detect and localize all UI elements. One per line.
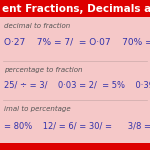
Text: = 80%    12/ = 6/ = 30/ =      3/8 =: = 80% 12/ = 6/ = 30/ = 3/8 = — [4, 122, 150, 130]
Bar — [0, 142, 150, 150]
Text: O·27    7% = 7/  = O·07    70% = 7/: O·27 7% = 7/ = O·07 70% = 7/ — [4, 38, 150, 46]
Text: decimal to fraction: decimal to fraction — [4, 23, 71, 29]
Text: imal to percentage: imal to percentage — [4, 106, 71, 112]
Bar — [0, 0, 150, 17]
Text: ent Fractions, Decimals and Perce: ent Fractions, Decimals and Perce — [2, 4, 150, 14]
Text: 25/ ÷ = 3/    0·03 = 2/  = 5%    0·39 = 3: 25/ ÷ = 3/ 0·03 = 2/ = 5% 0·39 = 3 — [4, 81, 150, 90]
Text: percentage to fraction: percentage to fraction — [4, 67, 83, 73]
